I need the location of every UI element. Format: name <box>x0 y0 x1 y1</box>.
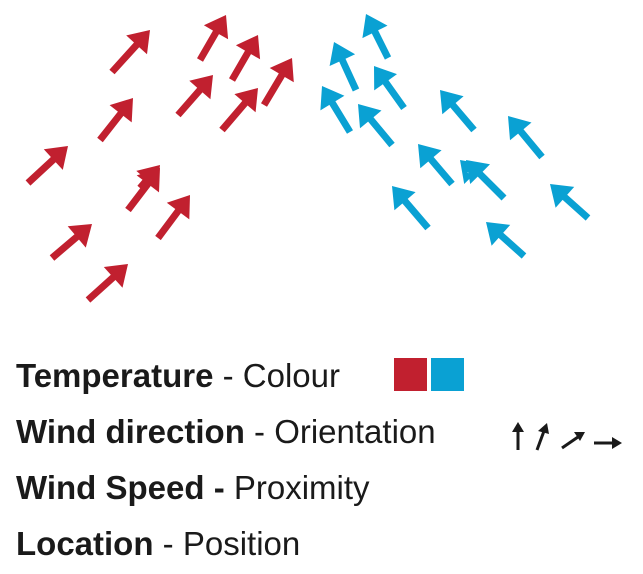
legend-wind-speed-label: Wind Speed <box>16 469 205 506</box>
warm-arrow-7 <box>97 98 133 143</box>
legend-wind-speed-separator: - <box>204 469 234 506</box>
warm-arrow-12 <box>85 264 128 303</box>
cool-arrow-5 <box>358 104 395 148</box>
orientation-arrows-icon <box>512 422 622 451</box>
legend-temperature-separator: - <box>213 357 243 394</box>
legend-wind-direction: Wind direction - Orientation <box>16 406 622 462</box>
cool-swatch <box>431 358 464 391</box>
cool-arrow-13 <box>460 160 484 184</box>
temperature-swatches <box>394 358 468 394</box>
legend-wind-direction-separator: - <box>244 413 275 450</box>
warm-swatch <box>394 358 427 391</box>
cool-arrow-12 <box>486 222 527 259</box>
cool-arrow-2 <box>329 42 360 92</box>
legend-wind-speed: Wind Speed - Proximity <box>16 462 436 518</box>
warm-arrow-6 <box>219 88 258 133</box>
warm-arrow-3 <box>229 35 261 82</box>
cool-arrow-11 <box>392 186 431 231</box>
cool-arrow-3 <box>374 66 407 110</box>
warm-arrow-1 <box>109 30 150 75</box>
warm-arrow-4 <box>261 58 294 107</box>
legend-temperature-encoding: Colour <box>242 357 340 394</box>
cool-arrow-7 <box>508 116 545 160</box>
legend-location-separator: - <box>153 525 183 562</box>
warm-arrow-10 <box>155 195 190 241</box>
legend-temperature: Temperature - Colour <box>16 350 464 406</box>
legend-location-encoding: Position <box>182 525 301 562</box>
arrow-field <box>25 14 591 303</box>
warm-arrow-5 <box>175 75 213 118</box>
cool-arrow-6 <box>440 90 477 133</box>
warm-arrow-11 <box>49 224 92 261</box>
legend-wind-direction-label: Wind direction <box>16 413 245 450</box>
legend-wind-direction-encoding: Orientation <box>274 413 436 450</box>
legend-temperature-label: Temperature <box>16 357 214 394</box>
warm-arrow-2 <box>197 15 229 62</box>
cool-arrow-4 <box>320 86 353 134</box>
legend-location: Location - Position <box>16 518 436 574</box>
warm-arrow-13 <box>136 165 160 191</box>
legend: Temperature - Colour Wind direction - Or… <box>16 350 622 574</box>
legend-wind-speed-encoding: Proximity <box>233 469 370 506</box>
cool-arrow-1 <box>362 14 392 60</box>
cool-arrow-10 <box>550 184 591 221</box>
legend-location-label: Location <box>16 525 154 562</box>
warm-arrow-8 <box>25 146 69 186</box>
cool-arrow-8 <box>418 144 455 187</box>
